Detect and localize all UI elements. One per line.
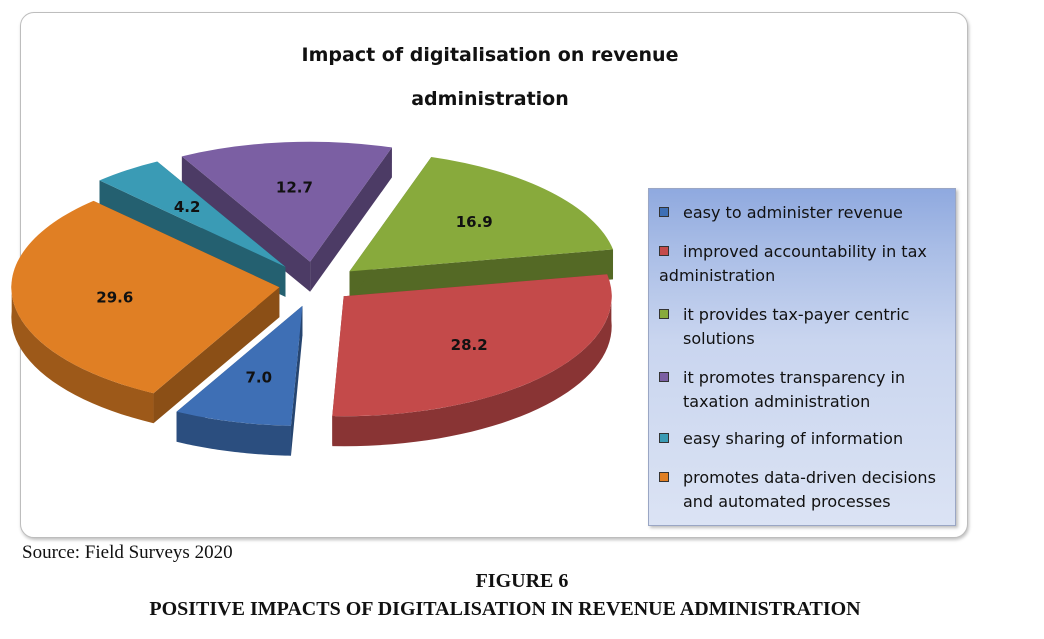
pie-slice-top xyxy=(332,274,612,417)
legend-swatch-icon xyxy=(659,472,669,482)
chart-title-line-1: Impact of digitalisation on revenue xyxy=(301,44,679,66)
legend-swatch-icon xyxy=(659,207,669,217)
pie-slice-2 xyxy=(349,157,614,302)
pie-slice-wall xyxy=(99,180,286,297)
pie-slice-top xyxy=(181,141,392,262)
data-label-5: 29.6 xyxy=(96,289,133,307)
pie-slice-side xyxy=(176,411,291,456)
pie-slice-top xyxy=(11,200,280,394)
data-label-1: 28.2 xyxy=(451,336,488,354)
chart-legend: easy to administer revenue improved acco… xyxy=(648,188,956,526)
legend-item-easy-administer: easy to administer revenue xyxy=(659,201,953,225)
data-label-4: 4.2 xyxy=(174,198,201,216)
legend-label: it provides tax-payer centric solutions xyxy=(683,305,910,348)
pie-slice-top xyxy=(349,157,614,272)
legend-item-taxpayer-centric: it provides tax-payer centric solutions xyxy=(659,303,953,351)
pie-slice-4 xyxy=(99,161,286,297)
pie-slice-wall xyxy=(290,305,303,456)
pie-slice-top xyxy=(99,161,286,267)
legend-swatch-icon xyxy=(659,309,669,319)
pie-slice-1 xyxy=(332,274,612,447)
pie-slice-top xyxy=(176,305,303,426)
figure-number: FIGURE 6 xyxy=(475,570,569,592)
legend-item-data-driven: promotes data-driven decisions and automa… xyxy=(659,466,953,514)
source-note: Source: Field Surveys 2020 xyxy=(22,542,233,563)
data-label-0: 7.0 xyxy=(245,369,272,387)
legend-label: easy sharing of information xyxy=(683,429,904,448)
pie-slice-wall xyxy=(153,287,280,424)
legend-swatch-icon xyxy=(659,372,669,382)
pie-slice-wall xyxy=(310,147,392,292)
figure-title: POSITIVE IMPACTS OF DIGITALISATION IN RE… xyxy=(149,598,861,620)
pie-slice-side xyxy=(332,290,612,447)
legend-item-accountability: improved accountability in tax administra… xyxy=(659,240,953,288)
pie-slice-3 xyxy=(181,141,392,292)
pie-slice-0 xyxy=(176,305,303,456)
legend-label: easy to administer revenue xyxy=(683,203,903,222)
pie-slice-wall xyxy=(181,156,311,292)
pie-slice-wall xyxy=(349,249,614,302)
legend-label: it promotes transparency in taxation admi… xyxy=(683,368,906,411)
data-label-3: 12.7 xyxy=(276,179,313,197)
legend-item-transparency: it promotes transparency in taxation admi… xyxy=(659,366,953,414)
legend-item-sharing: easy sharing of information xyxy=(659,427,953,451)
legend-label: promotes data-driven decisions and automa… xyxy=(683,468,936,511)
data-label-2: 16.9 xyxy=(456,213,493,231)
legend-swatch-icon xyxy=(659,433,669,443)
pie-slice-side xyxy=(11,281,154,424)
pie-slice-5 xyxy=(11,200,280,424)
chart-title-line-2: administration xyxy=(411,88,569,110)
legend-label: improved accountability in tax administra… xyxy=(659,242,927,285)
legend-swatch-icon xyxy=(659,246,669,256)
